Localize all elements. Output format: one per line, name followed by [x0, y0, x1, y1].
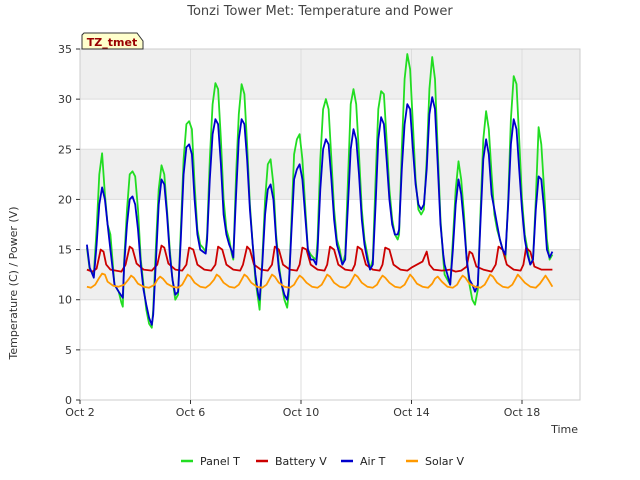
- legend: Panel T Battery V Air T Solar V: [181, 455, 465, 468]
- station-badge: TZ_tmet: [81, 32, 144, 50]
- series-line-solar-v: [86, 272, 554, 289]
- legend-item-solar-v: Solar V: [406, 455, 465, 468]
- plot-background: [80, 49, 580, 400]
- x-tick-label: Oct 6: [176, 406, 206, 419]
- x-axis-label: Time: [550, 423, 578, 436]
- y-tick-label: 10: [58, 294, 72, 307]
- y-tick-label: 0: [65, 394, 72, 407]
- legend-label: Air T: [360, 455, 386, 468]
- x-axis-ticks: Oct 2 Oct 6 Oct 10 Oct 14 Oct 18: [65, 400, 540, 419]
- legend-item-battery-v: Battery V: [256, 455, 327, 468]
- y-tick-label: 25: [58, 143, 72, 156]
- x-tick-label: Oct 14: [393, 406, 430, 419]
- x-tick-label: Oct 10: [283, 406, 320, 419]
- chart-title: Tonzi Tower Met: Temperature and Power: [186, 4, 453, 19]
- y-tick-label: 5: [65, 344, 72, 357]
- series-line-battery-v: [86, 244, 553, 273]
- y-axis-ticks: 0 5 10 15 20 25 30 35: [58, 43, 80, 407]
- legend-label: Battery V: [275, 455, 327, 468]
- y-tick-label: 30: [58, 93, 72, 106]
- legend-label: Panel T: [200, 455, 240, 468]
- plot-border: [79, 48, 581, 401]
- y-tick-label: 15: [58, 244, 72, 257]
- series-line-air-t: [86, 96, 554, 326]
- plot-area: [80, 49, 580, 400]
- y-axis-label: Temperature (C) / Power (V): [7, 206, 20, 360]
- badge-label: TZ_tmet: [87, 36, 137, 49]
- legend-item-panel-t: Panel T: [181, 455, 240, 468]
- legend-label: Solar V: [425, 455, 465, 468]
- y-tick-label: 20: [58, 193, 72, 206]
- x-tick-label: Oct 18: [504, 406, 541, 419]
- gridlines: [79, 48, 581, 401]
- x-tick-label: Oct 2: [65, 406, 95, 419]
- series-layer: [86, 53, 554, 329]
- grid-band: [80, 49, 580, 100]
- legend-item-air-t: Air T: [341, 455, 386, 468]
- y-tick-label: 35: [58, 43, 72, 56]
- badge-box: [81, 32, 144, 50]
